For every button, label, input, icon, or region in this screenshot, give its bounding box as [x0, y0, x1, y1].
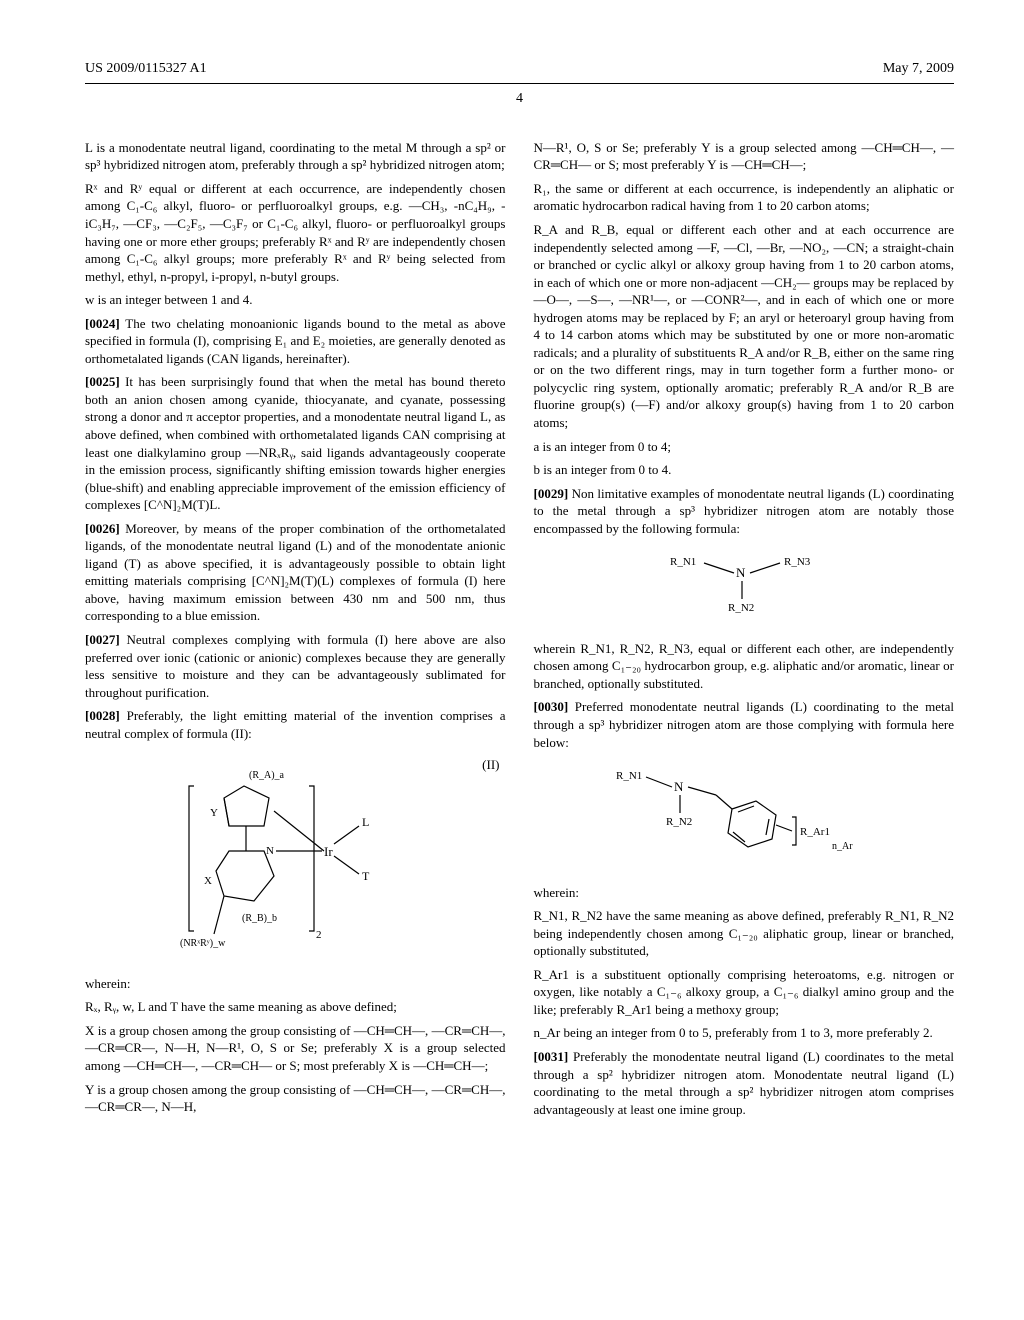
body-text: Preferably the monodentate neutral ligan…: [534, 1049, 955, 1117]
chemical-structure-amine-2: N R_N1 R_N2 R_Ar1: [534, 765, 955, 870]
formula-label: (II): [482, 756, 499, 774]
numbered-paragraph: [0025] It has been surprisingly found th…: [85, 373, 506, 513]
body-text: wherein R_N1, R_N2, R_N3, equal or diffe…: [534, 640, 955, 693]
paragraph-number: [0027]: [85, 632, 120, 647]
page-number: 4: [85, 90, 954, 109]
paragraph-number: [0026]: [85, 521, 120, 536]
body-text: R₁, the same or different at each occurr…: [534, 180, 955, 215]
wherein-label: wherein:: [534, 884, 955, 902]
label: R_N3: [784, 556, 811, 568]
label: R_N2: [728, 602, 754, 614]
body-text: Moreover, by means of the proper combina…: [85, 521, 506, 624]
body-text: The two chelating monoanionic ligands bo…: [85, 316, 506, 366]
body-text: Neutral complexes complying with formula…: [85, 632, 506, 700]
body-text: X is a group chosen among the group cons…: [85, 1022, 506, 1075]
numbered-paragraph: [0028] Preferably, the light emitting ma…: [85, 707, 506, 742]
body-text: a is an integer from 0 to 4;: [534, 438, 955, 456]
label: R_N2: [666, 816, 692, 828]
paragraph-number: [0024]: [85, 316, 120, 331]
label: n_Ar: [832, 841, 853, 852]
label: N: [736, 565, 746, 580]
numbered-paragraph: [0027] Neutral complexes complying with …: [85, 631, 506, 701]
publication-date: May 7, 2009: [883, 60, 954, 79]
publication-number: US 2009/0115327 A1: [85, 60, 207, 79]
label: N: [674, 779, 684, 794]
page-header: US 2009/0115327 A1 May 7, 2009: [85, 60, 954, 79]
body-text: It has been surprisingly found that when…: [85, 374, 506, 512]
chemical-structure-II: N Ir L T (R_A)_a Y X (R_B: [85, 756, 506, 961]
label: L: [362, 815, 369, 829]
label: Y: [210, 807, 218, 819]
paragraph-number: [0029]: [534, 486, 569, 501]
body-text: L is a monodentate neutral ligand, coord…: [85, 139, 506, 174]
body-text: Rₓ, Rᵧ, w, L and T have the same meaning…: [85, 998, 506, 1016]
body-text: b is an integer from 0 to 4.: [534, 461, 955, 479]
body-text: Y is a group chosen among the group cons…: [85, 1081, 506, 1116]
numbered-paragraph: [0024] The two chelating monoanionic lig…: [85, 315, 506, 368]
label: R_Ar1: [800, 826, 830, 838]
paragraph-number: [0030]: [534, 699, 569, 714]
body-text: N—R¹, O, S or Se; preferably Y is a grou…: [534, 139, 955, 174]
wherein-label: wherein:: [85, 975, 506, 993]
body-text: w is an integer between 1 and 4.: [85, 291, 506, 309]
body-text: Non limitative examples of monodentate n…: [534, 486, 955, 536]
label: R_N1: [616, 770, 642, 782]
body-text: n_Ar being an integer from 0 to 5, prefe…: [534, 1024, 955, 1042]
body-text: Preferably, the light emitting material …: [85, 708, 506, 741]
paragraph-number: [0031]: [534, 1049, 569, 1064]
label: R_N1: [670, 556, 696, 568]
numbered-paragraph: [0030] Preferred monodentate neutral lig…: [534, 698, 955, 751]
label: T: [362, 869, 370, 883]
chemical-structure-amine-1: N R_N1 R_N3 R_N2: [534, 551, 955, 626]
label: X: [204, 875, 212, 887]
label: 2: [316, 929, 322, 941]
formula-block: (II) N: [85, 756, 506, 961]
numbered-paragraph: [0031] Preferably the monodentate neutra…: [534, 1048, 955, 1118]
header-rule: [85, 83, 954, 84]
paragraph-number: [0028]: [85, 708, 120, 723]
numbered-paragraph: [0026] Moreover, by means of the proper …: [85, 520, 506, 625]
label: Ir: [324, 844, 333, 859]
paragraph-number: [0025]: [85, 374, 120, 389]
label: (NRˣRʸ)_w: [180, 938, 226, 949]
body-text: R_A and R_B, equal or different each oth…: [534, 221, 955, 432]
body-text: R_N1, R_N2 have the same meaning as abov…: [534, 907, 955, 960]
body-text: Rˣ and Rʸ equal or different at each occ…: [85, 180, 506, 285]
body-columns: L is a monodentate neutral ligand, coord…: [85, 139, 954, 1123]
label: N: [266, 845, 274, 857]
patent-page: US 2009/0115327 A1 May 7, 2009 4 L is a …: [0, 0, 1024, 1163]
body-text: Preferred monodentate neutral ligands (L…: [534, 699, 955, 749]
label: (R_A)_a: [249, 770, 285, 781]
label: (R_B)_b: [242, 913, 277, 924]
body-text: R_Ar1 is a substituent optionally compri…: [534, 966, 955, 1019]
numbered-paragraph: [0029] Non limitative examples of monode…: [534, 485, 955, 538]
